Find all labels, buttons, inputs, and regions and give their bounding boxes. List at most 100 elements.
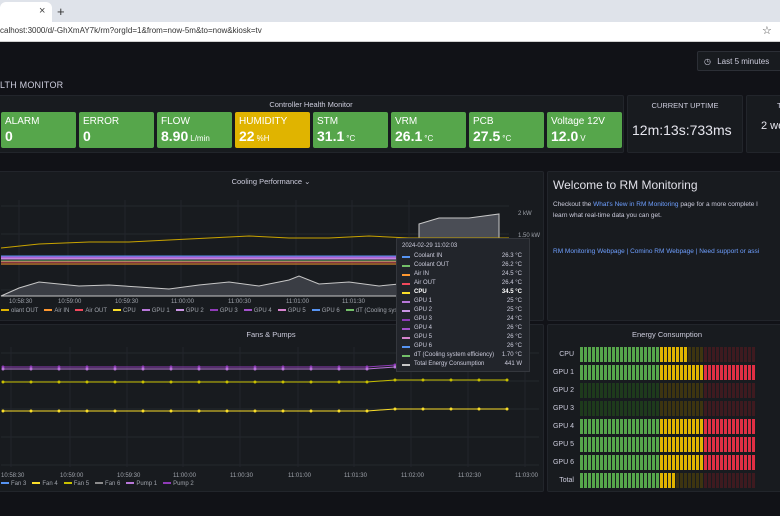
energy-bar-cell bbox=[676, 455, 679, 470]
energy-bar-cell bbox=[604, 347, 607, 362]
energy-bar-cell bbox=[648, 347, 651, 362]
energy-bar-cell bbox=[740, 347, 743, 362]
resource-links[interactable]: RM Monitoring Webpage | Comino RM Webpag… bbox=[553, 248, 760, 255]
energy-bar-cell bbox=[676, 383, 679, 398]
legend-label: Fan 3 bbox=[11, 481, 27, 487]
energy-bar-cell bbox=[724, 473, 727, 488]
legend-item[interactable]: Pump 2 bbox=[163, 481, 194, 487]
fan-series-point bbox=[337, 409, 341, 413]
address-bar[interactable]: calhost:3000/d/-GhXmAY7k/rm?orgId=1&from… bbox=[0, 22, 780, 42]
stat-unit: °C bbox=[346, 134, 356, 143]
energy-bar-cell bbox=[596, 383, 599, 398]
stat-alarm[interactable]: ALARM 0 bbox=[1, 112, 76, 148]
tooltip-swatch bbox=[402, 274, 410, 276]
energy-bar-cell bbox=[696, 347, 699, 362]
tooltip-series-name: CPU bbox=[414, 289, 427, 295]
legend-item[interactable]: olant OUT bbox=[1, 308, 38, 314]
energy-bar-cell bbox=[716, 419, 719, 434]
panel-title: Fans & Pumps bbox=[246, 330, 296, 339]
energy-bar-cell bbox=[708, 455, 711, 470]
legend-item[interactable]: Fan 3 bbox=[1, 481, 26, 487]
energy-bar-cell bbox=[644, 401, 647, 416]
energy-bar-cell bbox=[636, 455, 639, 470]
stat-pcb[interactable]: PCB 27.5 °C bbox=[469, 112, 544, 148]
legend-item[interactable]: GPU 6 bbox=[311, 308, 340, 314]
tooltip-time: 2024-02-29 11:02:03 bbox=[402, 243, 458, 249]
new-tab-button[interactable]: + bbox=[57, 4, 65, 19]
energy-bar-cell bbox=[724, 365, 727, 380]
stat-unit: °C bbox=[502, 134, 512, 143]
tooltip-row: Total Energy Consumption 441 W bbox=[402, 361, 524, 370]
legend-item[interactable]: Air IN bbox=[44, 308, 69, 314]
energy-bar-cell bbox=[684, 437, 687, 452]
legend-item[interactable]: Fan 4 bbox=[32, 481, 58, 487]
x-tick-label: 10:59:30 bbox=[115, 299, 139, 305]
legend-item[interactable]: GPU 4 bbox=[243, 308, 272, 314]
pump-series-point bbox=[85, 367, 89, 371]
tooltip-swatch bbox=[402, 328, 410, 330]
energy-bar-cell bbox=[612, 419, 615, 434]
stat-humidity[interactable]: HUMIDITY 22 %H bbox=[235, 112, 310, 148]
tooltip-row: GPU 1 25 °C bbox=[402, 298, 524, 307]
energy-bar-cell bbox=[664, 347, 667, 362]
energy-bar-cell bbox=[592, 419, 595, 434]
legend-item[interactable]: GPU 5 bbox=[277, 308, 306, 314]
energy-bar-cell bbox=[652, 473, 655, 488]
energy-bar-cell bbox=[736, 473, 739, 488]
panel-title[interactable]: Cooling Performance ⌄ bbox=[0, 177, 543, 186]
tooltip-row: Air OUT 26.4 °C bbox=[402, 280, 524, 289]
close-tab-icon[interactable]: × bbox=[39, 5, 46, 17]
legend-item[interactable]: Fan 5 bbox=[63, 481, 89, 487]
legend-item[interactable]: CPU bbox=[113, 308, 136, 314]
time-range-picker[interactable]: ◷ Last 5 minutes bbox=[697, 51, 780, 71]
browser-tab[interactable]: × bbox=[0, 2, 52, 22]
pump-series-point bbox=[225, 367, 229, 371]
energy-bar-cell bbox=[628, 473, 631, 488]
star-icon[interactable]: ☆ bbox=[762, 25, 772, 37]
energy-bar-cell bbox=[720, 473, 723, 488]
legend-item[interactable]: Fan 6 bbox=[95, 481, 120, 487]
tooltip-series-value: 25 °C bbox=[506, 298, 522, 304]
energy-bar-cell bbox=[580, 437, 583, 452]
energy-bar-cell bbox=[628, 455, 631, 470]
energy-bar-cell bbox=[648, 401, 651, 416]
energy-bar-cell bbox=[652, 365, 655, 380]
energy-bar-cell bbox=[732, 437, 735, 452]
fan-series-point bbox=[29, 380, 33, 384]
energy-bar-cell bbox=[672, 401, 675, 416]
stat-voltage-12v[interactable]: Voltage 12V 12.0 V bbox=[547, 112, 622, 148]
dashboard-title: LTH MONITOR bbox=[0, 80, 64, 90]
energy-bar-cell bbox=[608, 383, 611, 398]
energy-bar-cell bbox=[676, 365, 679, 380]
fan-series-point bbox=[1, 409, 5, 413]
stat-flow[interactable]: FLOW 8.90 L/min bbox=[157, 112, 232, 148]
legend-item[interactable]: GPU 2 bbox=[175, 308, 204, 314]
legend-item[interactable]: dT (Cooling system eff bbox=[345, 308, 416, 314]
energy-bar-cell bbox=[592, 383, 595, 398]
stat-stm[interactable]: STM 31.1 °C bbox=[313, 112, 388, 148]
fan-series-point bbox=[225, 409, 229, 413]
energy-bar-cell bbox=[628, 419, 631, 434]
cooling-chart[interactable]: 10:58:30 10:59:00 10:59:30 11:00:00 11:00:30… bbox=[0, 172, 545, 322]
whats-new-link[interactable]: What's New in RM Monitoring bbox=[593, 201, 679, 208]
url-text[interactable]: calhost:3000/d/-GhXmAY7k/rm?orgId=1&from… bbox=[0, 26, 262, 35]
energy-bar-cell bbox=[712, 401, 715, 416]
energy-bar-cell bbox=[692, 347, 695, 362]
fan-series-point bbox=[57, 409, 61, 413]
stat-vrm[interactable]: VRM 26.1 °C bbox=[391, 112, 466, 148]
energy-bar-cell bbox=[616, 383, 619, 398]
stat-error[interactable]: ERROR 0 bbox=[79, 112, 154, 148]
tooltip-series-value: 25 °C bbox=[506, 307, 522, 313]
energy-bar-cell bbox=[692, 419, 695, 434]
energy-bar-cell bbox=[664, 455, 667, 470]
total-energy-series bbox=[0, 275, 420, 297]
energy-bar-cell bbox=[636, 365, 639, 380]
energy-bar-cell bbox=[648, 437, 651, 452]
legend-item[interactable]: GPU 3 bbox=[209, 308, 238, 314]
energy-bar-cell bbox=[616, 419, 619, 434]
legend-item[interactable]: GPU 1 bbox=[141, 308, 170, 314]
energy-bar-cell bbox=[600, 437, 603, 452]
legend-item[interactable]: Air OUT bbox=[75, 308, 107, 314]
legend-item[interactable]: Pump 1 bbox=[126, 481, 157, 487]
legend-label: Air OUT bbox=[85, 308, 108, 314]
